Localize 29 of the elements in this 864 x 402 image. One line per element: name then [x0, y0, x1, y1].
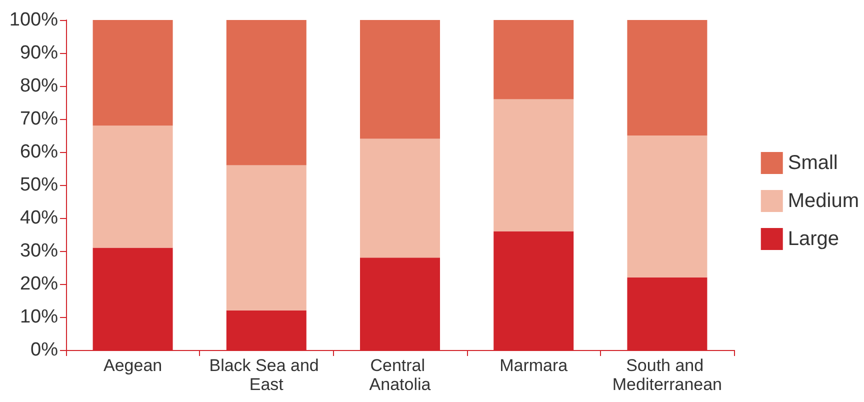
- bar: [627, 20, 708, 136]
- legend-label: Small: [788, 152, 838, 174]
- x-tick-label: Aegean: [103, 356, 162, 375]
- y-tick-label: 50%: [20, 174, 58, 196]
- y-tick-label: 20%: [20, 274, 58, 294]
- bar: [494, 20, 574, 100]
- y-tick-label: 30%: [20, 240, 58, 262]
- y-tick-label: 60%: [20, 142, 58, 162]
- bar: [360, 20, 440, 139]
- bar: [226, 20, 306, 166]
- y-tick-label: 80%: [20, 76, 58, 96]
- bar: [494, 99, 574, 232]
- legend-label: Large: [788, 228, 840, 250]
- bar: [92, 20, 173, 126]
- bar: [226, 165, 306, 310]
- y-tick-label: 90%: [20, 42, 58, 64]
- bar: [627, 136, 708, 278]
- y-tick-label: 100%: [9, 10, 58, 30]
- legend-label: Medium: [788, 190, 860, 212]
- x-tick-label: Central Anatolia: [369, 356, 432, 394]
- y-tick-label: 10%: [20, 306, 58, 328]
- y-tick-label: 0%: [30, 340, 58, 360]
- bar: [360, 138, 440, 258]
- x-tick-label: Black Sea and East: [209, 356, 324, 394]
- y-tick-label: 40%: [20, 208, 58, 228]
- y-tick-label: 70%: [20, 108, 58, 130]
- bar: [92, 126, 173, 248]
- x-tick-label: South and Mediterranean: [612, 356, 722, 394]
- x-tick-label: Marmara: [500, 356, 568, 375]
